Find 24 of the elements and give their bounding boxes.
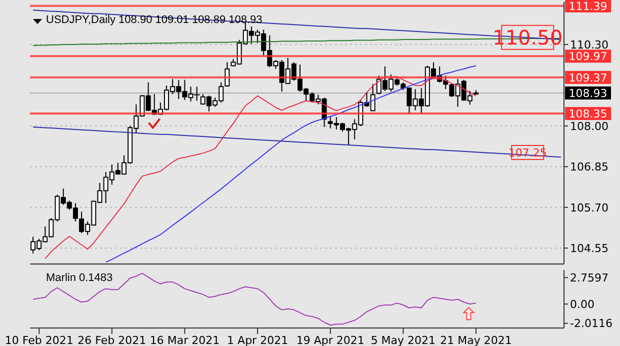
y-tick-label: 0.00 xyxy=(570,298,594,311)
x-tick-label: 26 Feb 2021 xyxy=(78,334,146,346)
y-tick-label: 2.7597 xyxy=(570,271,608,284)
ref-line-label: 111.39 xyxy=(568,0,608,13)
x-tick-label: 5 May 2021 xyxy=(370,334,436,346)
ref-line-label: 108.93 xyxy=(568,86,608,100)
y-tick-label: -2.0116 xyxy=(570,317,612,330)
chart-title: Marlin 0.1483 xyxy=(46,272,113,284)
y-tick-label: 110.30 xyxy=(570,38,608,52)
x-tick-label: 19 Apr 2021 xyxy=(296,334,364,346)
x-tick-label: 1 Apr 2021 xyxy=(227,334,288,346)
line-series xyxy=(105,65,477,263)
line-series xyxy=(32,126,562,158)
y-tick-label: 108.00 xyxy=(570,120,608,133)
ref-line-label: 108.35 xyxy=(568,108,608,121)
ref-line-label: 109.97 xyxy=(568,50,608,64)
x-tick-label: 21 May 2021 xyxy=(440,334,512,346)
line-series xyxy=(32,272,477,326)
y-tick-label: 105.70 xyxy=(570,201,608,214)
y-tick-label: 104.55 xyxy=(570,242,608,255)
y-tick-label: 106.85 xyxy=(570,160,608,174)
x-tick-label: 10 Feb 2021 xyxy=(4,334,74,346)
ref-line-label: 109.37 xyxy=(568,71,608,84)
x-tick-label: 16 Mar 2021 xyxy=(150,334,220,346)
